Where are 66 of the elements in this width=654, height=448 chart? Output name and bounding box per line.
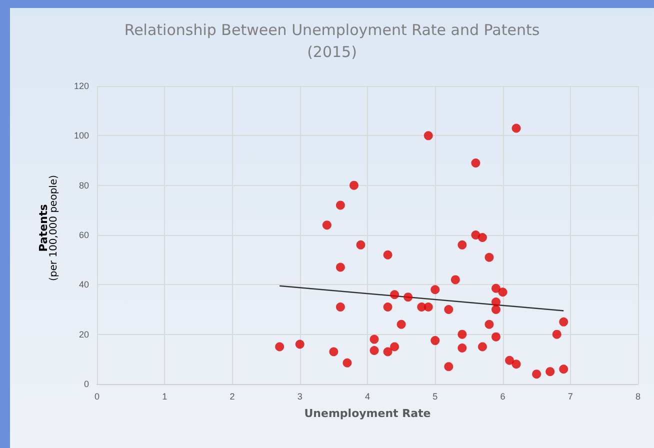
point: [484, 320, 494, 329]
point: [322, 220, 332, 230]
point: [458, 343, 467, 352]
y-tick-label: 0: [84, 379, 89, 389]
point: [471, 158, 480, 168]
point: [329, 347, 338, 356]
x-tick-label: 0: [94, 392, 100, 402]
point: [430, 285, 440, 294]
chart-title: Relationship Between Unemployment Rate and Patents (2015): [124, 21, 540, 61]
point: [559, 364, 568, 374]
x-axis-title: Unemployment Rate: [304, 407, 431, 420]
y-tick-label: 60: [78, 230, 89, 240]
point: [295, 340, 304, 349]
y-tick-label: 80: [78, 180, 89, 190]
point: [491, 284, 500, 293]
point: [383, 302, 392, 312]
y-tick-label: 120: [74, 81, 89, 91]
x-tick-label: 8: [635, 392, 641, 402]
point: [342, 358, 352, 368]
point: [498, 288, 508, 297]
point: [505, 356, 514, 365]
point: [390, 342, 400, 352]
point: [383, 250, 392, 260]
point: [370, 334, 379, 344]
point: [336, 302, 345, 312]
y-tick-label: 20: [78, 329, 89, 340]
point: [444, 362, 454, 372]
point: [424, 302, 433, 312]
point: [491, 332, 500, 342]
point: [552, 330, 562, 339]
point: [478, 232, 487, 242]
point: [444, 305, 454, 314]
y-axis-title: Patents (per 100,000 people): [37, 174, 60, 282]
point: [491, 298, 500, 307]
x-tick-label: 4: [364, 392, 370, 402]
point: [532, 370, 542, 379]
point: [484, 252, 494, 262]
point: [458, 330, 467, 339]
point: [275, 342, 284, 352]
point: [349, 180, 358, 190]
point: [336, 262, 345, 272]
point: [458, 240, 467, 250]
point: [404, 292, 413, 302]
point: [491, 305, 500, 314]
point: [559, 317, 568, 326]
point: [424, 131, 433, 140]
point: [512, 124, 521, 133]
point: [512, 360, 521, 369]
point: [546, 367, 555, 376]
y-tick-label: 40: [78, 280, 89, 290]
x-tick-label: 5: [432, 392, 438, 402]
y-tick-label: 100: [74, 130, 89, 141]
point: [370, 346, 379, 355]
point: [336, 200, 345, 210]
x-tick-label: 6: [500, 392, 506, 402]
x-tick-label: 3: [297, 392, 302, 402]
point: [390, 290, 400, 300]
x-tick-label: 2: [230, 392, 235, 402]
x-tick-label: 1: [162, 392, 168, 402]
point: [450, 275, 460, 284]
point: [430, 336, 440, 346]
point: [396, 320, 406, 329]
point: [478, 342, 487, 352]
point: [356, 240, 366, 250]
x-tick-label: 7: [568, 392, 573, 402]
point: [383, 347, 392, 356]
